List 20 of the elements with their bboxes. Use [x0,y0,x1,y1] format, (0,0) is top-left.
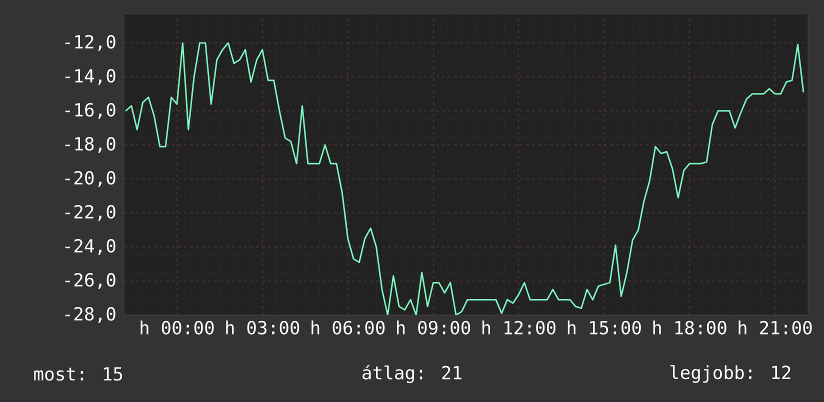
y-tick-label: -26,0 [65,273,116,289]
y-tick-label: -22,0 [65,205,116,221]
x-tick-label: h 12:00 [482,320,556,334]
x-tick-label: h 03:00 [226,320,300,334]
text: legjobb: 12 [670,365,790,383]
y-tick-label: -18,0 [65,137,116,153]
x-tick-label: h 09:00 [397,320,470,334]
x-tick-label: h 21:00 [738,320,812,334]
text: most: 15 [34,367,122,381]
y-tick-label: -28,0 [65,307,116,323]
text: átlag: 21 [362,364,462,384]
x-tick-label: h 06:00 [312,320,385,334]
y-tick-label: -20,0 [65,171,116,187]
x-tick-label: h 15:00 [568,320,641,334]
x-tick-label: h 00:00 [140,320,214,334]
y-tick-label: -24,0 [65,239,116,255]
y-tick-label: -16,0 [65,102,116,119]
y-tick-label: -12,0 [65,34,116,51]
x-tick-label: h 18:00 [653,320,726,334]
y-tick-label: -14,0 [65,68,116,85]
